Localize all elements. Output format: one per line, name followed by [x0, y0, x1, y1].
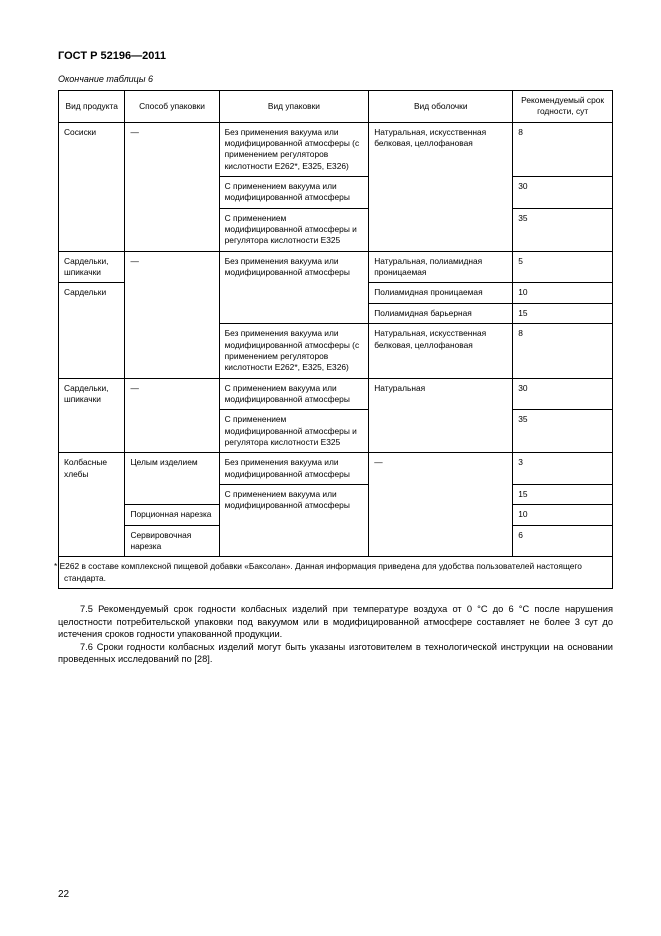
cell-product: Сардельки: [59, 283, 125, 378]
table-footnote-row: * Е262 в составе комплексной пищевой доб…: [59, 557, 613, 589]
cell-method: —: [125, 122, 219, 251]
cell-method: Порционная нарезка: [125, 505, 219, 525]
col-method: Способ упаковки: [125, 91, 219, 123]
document-header: ГОСТ Р 52196—2011: [58, 50, 613, 62]
cell-method: —: [125, 251, 219, 378]
cell-method: Целым изделием: [125, 453, 219, 505]
table-header-row: Вид продукта Способ упаковки Вид упаковк…: [59, 91, 613, 123]
col-product: Вид продукта: [59, 91, 125, 123]
cell-shell: Натуральная, полиамидная проницаемая: [369, 251, 513, 283]
table-row: Сардельки, шпикачки — Без применения вак…: [59, 251, 613, 283]
cell-packing: С применением модифицированной атмосферы…: [219, 208, 369, 251]
footnote-cell: * Е262 в составе комплексной пищевой доб…: [59, 557, 613, 589]
cell-shell: Полиамидная проницаемая: [369, 283, 513, 303]
cell-product: Колбасные хлебы: [59, 453, 125, 557]
cell-shelf: 3: [513, 453, 613, 485]
cell-method: —: [125, 378, 219, 453]
cell-shelf: 10: [513, 505, 613, 525]
cell-product: Сардельки, шпикачки: [59, 251, 125, 283]
table-row: Сардельки, шпикачки — С применением ваку…: [59, 378, 613, 410]
cell-shell: Натуральная: [369, 378, 513, 453]
table-caption: Окончание таблицы 6: [58, 74, 613, 84]
cell-shelf: 35: [513, 208, 613, 251]
cell-shelf: 30: [513, 378, 613, 410]
paragraph-7-6: 7.6 Сроки годности колбасных изделий мог…: [58, 641, 613, 666]
cell-shelf: 8: [513, 324, 613, 378]
cell-product: Сосиски: [59, 122, 125, 251]
col-packing: Вид упаковки: [219, 91, 369, 123]
cell-packing: С применением вакуума или модифицированн…: [219, 177, 369, 209]
cell-packing: Без применения вакуума или модифицирован…: [219, 324, 369, 378]
cell-shelf: 35: [513, 410, 613, 453]
cell-packing: С применением вакуума или модифицированн…: [219, 484, 369, 556]
cell-packing: С применением вакуума или модифицированн…: [219, 378, 369, 410]
body-paragraphs: 7.5 Рекомендуемый срок годности колбасны…: [58, 603, 613, 666]
cell-shell: Полиамидная барьерная: [369, 303, 513, 323]
cell-packing: Без применения вакуума или модифицирован…: [219, 122, 369, 176]
cell-shelf: 15: [513, 303, 613, 323]
main-table: Вид продукта Способ упаковки Вид упаковк…: [58, 90, 613, 589]
page: ГОСТ Р 52196—2011 Окончание таблицы 6 Ви…: [0, 0, 661, 936]
cell-shell: —: [369, 453, 513, 557]
table-row: Сосиски — Без применения вакуума или мод…: [59, 122, 613, 176]
cell-shelf: 8: [513, 122, 613, 176]
cell-shelf: 6: [513, 525, 613, 557]
cell-shelf: 5: [513, 251, 613, 283]
cell-shelf: 30: [513, 177, 613, 209]
col-shelf: Рекомендуемый срок годности, сут: [513, 91, 613, 123]
cell-shelf: 15: [513, 484, 613, 504]
cell-method: Сервировочная нарезка: [125, 525, 219, 557]
paragraph-7-5: 7.5 Рекомендуемый срок годности колбасны…: [58, 603, 613, 641]
cell-packing: Без применения вакуума или модифицирован…: [219, 251, 369, 323]
table-row: Колбасные хлебы Целым изделием Без приме…: [59, 453, 613, 485]
page-number: 22: [58, 889, 69, 900]
col-shell: Вид оболочки: [369, 91, 513, 123]
cell-shelf: 10: [513, 283, 613, 303]
cell-shell: Натуральная, искусственная белковая, цел…: [369, 324, 513, 378]
cell-packing: Без применения вакуума или модифицирован…: [219, 453, 369, 485]
cell-product: Сардельки, шпикачки: [59, 378, 125, 453]
cell-packing: С применением модифицированной атмосферы…: [219, 410, 369, 453]
cell-shell: Натуральная, искусственная белковая, цел…: [369, 122, 513, 251]
